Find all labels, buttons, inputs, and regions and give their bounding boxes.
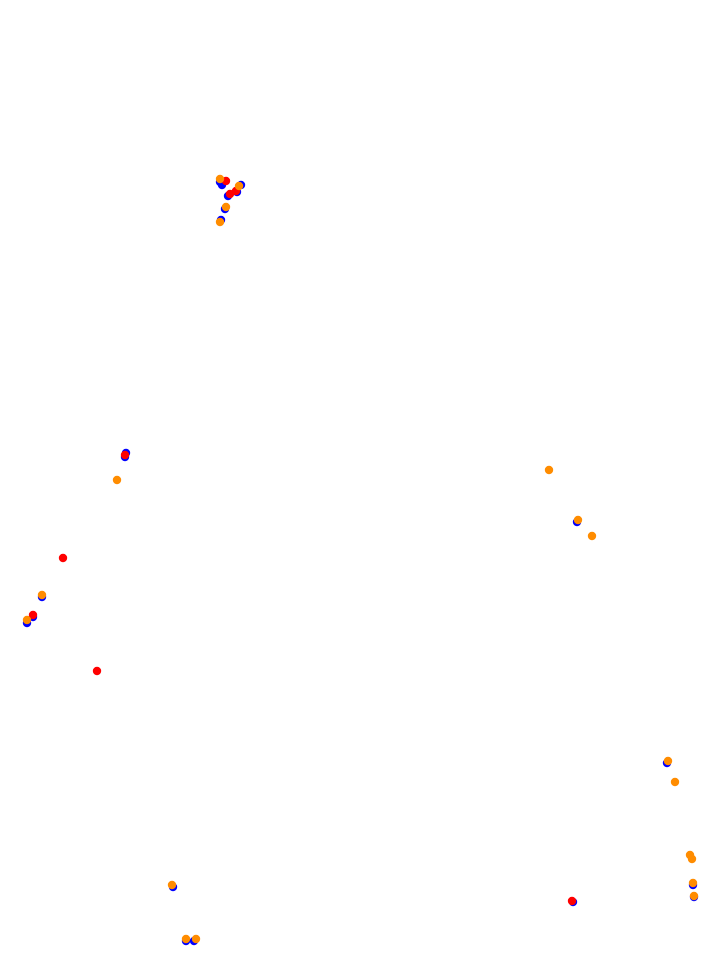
- data-point: [28, 610, 38, 620]
- data-point: [112, 475, 122, 485]
- data-point: [225, 189, 235, 199]
- data-point: [567, 896, 577, 906]
- data-point: [191, 934, 201, 944]
- data-point: [120, 450, 130, 460]
- series-1: [28, 176, 577, 906]
- data-point: [58, 553, 68, 563]
- data-point: [587, 531, 597, 541]
- data-point: [215, 217, 225, 227]
- data-point: [544, 465, 554, 475]
- data-point: [687, 854, 697, 864]
- data-point: [689, 891, 699, 901]
- data-point: [22, 615, 32, 625]
- series-0: [22, 177, 699, 946]
- data-point: [670, 777, 680, 787]
- data-point: [215, 174, 225, 184]
- series-2: [22, 174, 699, 944]
- data-point: [663, 756, 673, 766]
- data-point: [221, 202, 231, 212]
- points-layer: [22, 174, 699, 946]
- data-point: [573, 515, 583, 525]
- data-point: [92, 666, 102, 676]
- data-point: [234, 181, 244, 191]
- data-point: [167, 880, 177, 890]
- data-point: [181, 934, 191, 944]
- data-point: [37, 590, 47, 600]
- data-point: [688, 878, 698, 888]
